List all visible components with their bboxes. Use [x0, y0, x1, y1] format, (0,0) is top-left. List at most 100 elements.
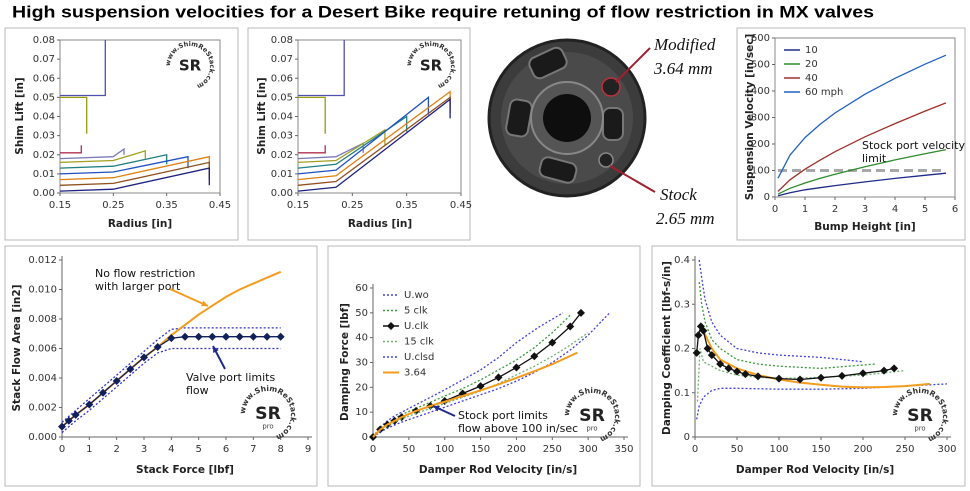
data-point [754, 372, 762, 381]
series-line [59, 155, 189, 175]
x-axis-label: Damper Rod Velocity [in/s] [419, 464, 577, 476]
y-tick-label: 0 [764, 192, 770, 203]
watermark-logo: SR [179, 57, 202, 75]
x-tick-label: 7 [250, 444, 256, 455]
photo-label: Stock [660, 185, 697, 204]
x-tick-label: 300 [937, 444, 956, 455]
x-tick-label: 50 [731, 444, 744, 455]
panel [327, 245, 641, 487]
y-tick-label: 0.04 [271, 112, 293, 123]
data-point [859, 369, 867, 378]
x-tick-label: 0.25 [341, 200, 363, 211]
data-point [194, 332, 203, 341]
x-tick-label: 4 [168, 444, 174, 455]
annotation: Valve port limits [186, 371, 275, 384]
y-tick-label: 30 [355, 358, 368, 369]
series-line [59, 150, 146, 164]
watermark-logo: SR [420, 57, 443, 75]
valve-photo: Modified 3.64 mm Stock 2.65 mm [482, 28, 732, 240]
data-point [85, 400, 94, 409]
x-tick-label: 250 [895, 444, 914, 455]
x-tick-label: 5 [922, 204, 928, 215]
y-tick-label: 0.3 [674, 299, 690, 310]
x-tick-label: 150 [471, 444, 490, 455]
y-tick-label: 0.010 [28, 285, 57, 296]
data-point [153, 343, 162, 352]
photo-label: Modified [653, 35, 716, 54]
valve-windows [505, 46, 624, 184]
photo-label: 2.65 mm [656, 209, 715, 228]
x-tick-label: 0.45 [209, 200, 231, 211]
modified-port [601, 77, 621, 97]
data-point [796, 375, 804, 384]
data-point [703, 344, 712, 353]
data-point [724, 364, 733, 373]
x-axis-label: Stack Force [lbf] [136, 464, 234, 476]
x-tick-label: 0 [59, 444, 65, 455]
arrow-head [433, 405, 440, 412]
legend-label: U.wo [404, 290, 429, 301]
y-tick-label: 0.03 [33, 131, 55, 142]
y-tick-label: 600 [751, 33, 770, 44]
y-tick-label: 10 [355, 407, 368, 418]
y-axis-label: Damping Force [lbf] [339, 303, 351, 421]
y-tick-label: 0.05 [33, 92, 55, 103]
y-tick-label: 0.4 [674, 255, 690, 266]
y-tick-label: 0.012 [28, 255, 57, 266]
y-tick-label: 0.00 [33, 188, 55, 199]
x-axis-label: Damper Rod Velocity [in/s] [736, 464, 894, 476]
series-line [777, 172, 947, 197]
y-tick-label: 0.03 [271, 131, 293, 142]
annotation: No flow restriction [95, 267, 195, 280]
data-point [530, 352, 539, 361]
x-tick-label: 4 [892, 204, 898, 215]
data-point [276, 332, 285, 341]
y-tick-label: 0.06 [271, 73, 293, 84]
y-tick-label: 0.002 [28, 403, 57, 414]
annotation: flow [186, 384, 209, 397]
x-tick-label: 250 [543, 444, 562, 455]
data-point [126, 365, 135, 374]
legend-label: 20 [805, 59, 818, 70]
x-tick-label: 3 [141, 444, 147, 455]
annotation: limit [862, 152, 887, 165]
series-line [59, 167, 210, 192]
series-line [698, 282, 876, 370]
y-tick-label: 0.07 [271, 54, 293, 65]
data-point [167, 334, 176, 343]
data-point [58, 422, 66, 431]
y-tick-label: 500 [751, 60, 770, 71]
data-point [263, 332, 271, 341]
y-tick-label: 0.04 [33, 112, 55, 123]
legend-label: 10 [805, 45, 818, 56]
photo-label: 3.64 mm [653, 59, 713, 78]
x-tick-label: 200 [507, 444, 526, 455]
x-tick-label: 1 [802, 204, 808, 215]
data-point [140, 353, 148, 362]
y-tick-label: 0.008 [28, 314, 57, 325]
series-line [60, 96, 88, 134]
data-point [699, 326, 708, 335]
series-line [777, 102, 947, 192]
legend-label: 15 clk [404, 337, 434, 348]
data-point [112, 376, 121, 385]
callout-line [615, 47, 651, 83]
stock-port [598, 152, 614, 168]
annotation: flow above 100 in/sec [458, 422, 578, 435]
data-point [208, 332, 217, 341]
legend-label: 3.64 [404, 368, 426, 379]
x-tick-label: 6 [223, 444, 229, 455]
x-tick-label: 0.15 [287, 200, 309, 211]
y-tick-label: 100 [751, 166, 770, 177]
legend-label: U.clsd [404, 352, 434, 363]
watermark-logo: SR [907, 406, 933, 426]
series-line [297, 96, 430, 175]
x-tick-label: 0.35 [156, 200, 178, 211]
x-tick-label: 0.35 [396, 200, 418, 211]
x-tick-label: 6 [952, 204, 958, 215]
watermark-logo: SR [255, 404, 281, 424]
data-point [235, 332, 244, 341]
series-line [298, 145, 326, 154]
legend-marker [387, 322, 395, 330]
